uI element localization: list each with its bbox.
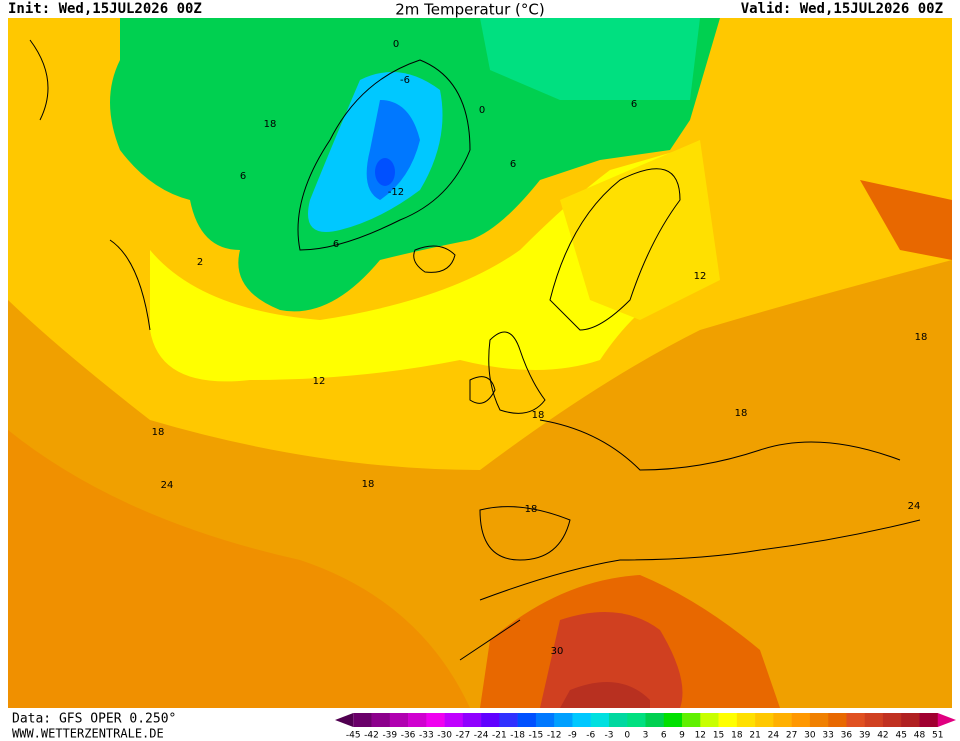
colorbar-segment [864, 713, 884, 727]
colorbar-segment [791, 713, 811, 727]
colorbar-segment [682, 713, 701, 727]
colorbar-segment [554, 713, 573, 727]
contour-label: 6 [333, 239, 339, 250]
colorbar-label: -27 [456, 731, 471, 741]
colorbar-label: 27 [786, 731, 797, 741]
data-source: Data: GFS OPER 0.250° [12, 712, 176, 727]
colorbar-segment [700, 713, 719, 727]
colorbar-segment [608, 713, 628, 727]
colorbar-segment [773, 713, 792, 727]
contour-label: -6 [400, 75, 410, 86]
colorbar-segment [371, 713, 391, 727]
colorbar-segment [535, 713, 555, 727]
colorbar-label: -12 [547, 731, 562, 741]
map-title: 2m Temperatur (°C) [395, 1, 545, 19]
contour-label: 18 [532, 410, 545, 421]
contour-label: 18 [525, 504, 538, 515]
colorbar-segment [481, 713, 500, 727]
colorbar-label: -39 [382, 731, 397, 741]
contour-labels: -6 0 -12 0 18 6 6 6 6 2 12 12 18 18 18 24 18 18 18 24 30 [152, 39, 928, 657]
colorbar-segment [736, 713, 756, 727]
contour-label: 6 [510, 159, 516, 170]
contour-label: 18 [915, 332, 928, 343]
colorbar-label: -15 [529, 731, 544, 741]
colorbar-label: 15 [713, 731, 724, 741]
colorbar-label: -30 [437, 731, 452, 741]
map [8, 18, 952, 708]
colorbar-segment [462, 713, 482, 727]
colorbar-label: 48 [914, 731, 926, 741]
website: WWW.WETTERZENTRALE.DE [12, 727, 164, 741]
colorbar-segment [408, 713, 427, 727]
colorbar-arrow [937, 713, 956, 727]
contour-label: -12 [388, 187, 404, 198]
contour-label: 18 [362, 479, 375, 490]
contour-label: 12 [694, 271, 707, 282]
colorbar-label: 36 [841, 731, 853, 741]
colorbar-label: 18 [731, 731, 743, 741]
colorbar: -45 -42 -39 -36 -33 -30 -27 -24 -21 -18 -15 -12 -9 -6… [335, 713, 956, 741]
colorbar-label: -18 [510, 731, 525, 741]
colorbar-segment [882, 713, 902, 727]
contour-label: 0 [479, 105, 485, 116]
contour-label: 0 [393, 39, 399, 50]
colorbar-label: -24 [474, 731, 489, 741]
contour-label: 24 [161, 480, 174, 491]
contour-label: 18 [735, 408, 748, 419]
contour-label: 24 [908, 501, 921, 512]
colorbar-label: 24 [768, 731, 780, 741]
colorbar-segment [901, 713, 920, 727]
colorbar-segment [755, 713, 774, 727]
contour-label: 2 [197, 257, 203, 268]
valid-time: Valid: Wed,15JUL2026 00Z [741, 1, 943, 17]
colorbar-label: 3 [643, 731, 649, 741]
colorbar-arrow [335, 713, 354, 727]
colorbar-segment [846, 713, 865, 727]
colorbar-segment [353, 713, 372, 727]
colorbar-segment [718, 713, 738, 727]
colorbar-label: 39 [859, 731, 871, 741]
contour-label: 6 [240, 171, 246, 182]
contour-label: 18 [264, 119, 277, 130]
colorbar-segment [499, 713, 518, 727]
colorbar-segment [919, 713, 939, 727]
contour-label: 12 [313, 376, 326, 387]
colorbar-label: 21 [749, 731, 760, 741]
colorbar-label: -6 [586, 731, 595, 741]
colorbar-label: -45 [346, 731, 361, 741]
colorbar-label: -36 [401, 731, 416, 741]
colorbar-segment [426, 713, 445, 727]
colorbar-segment [517, 713, 537, 727]
colorbar-label: 51 [932, 731, 943, 741]
colorbar-label: 33 [822, 731, 833, 741]
contour-label: 30 [551, 646, 564, 657]
colorbar-label: 45 [895, 731, 906, 741]
colorbar-label: 6 [661, 731, 667, 741]
init-time: Init: Wed,15JUL2026 00Z [8, 1, 202, 17]
colorbar-segment [389, 713, 409, 727]
colorbar-label: 42 [877, 731, 888, 741]
colorbar-label: -9 [568, 731, 577, 741]
colorbar-segment [572, 713, 592, 727]
colorbar-label: -42 [364, 731, 379, 741]
contour-label: 18 [152, 427, 165, 438]
colorbar-segment [444, 713, 464, 727]
colorbar-label: -3 [604, 731, 613, 741]
colorbar-segment [809, 713, 829, 727]
colorbar-segment [627, 713, 646, 727]
colorbar-segment [663, 713, 683, 727]
colorbar-label: 30 [804, 731, 816, 741]
colorbar-segment [828, 713, 847, 727]
colorbar-segment [590, 713, 610, 727]
colorbar-label: 12 [695, 731, 706, 741]
colorbar-label: -33 [419, 731, 434, 741]
contour-label: 6 [631, 99, 637, 110]
colorbar-label: 9 [679, 731, 685, 741]
colorbar-label: 0 [624, 731, 630, 741]
colorbar-segment [645, 713, 665, 727]
colorbar-label: -21 [492, 731, 507, 741]
